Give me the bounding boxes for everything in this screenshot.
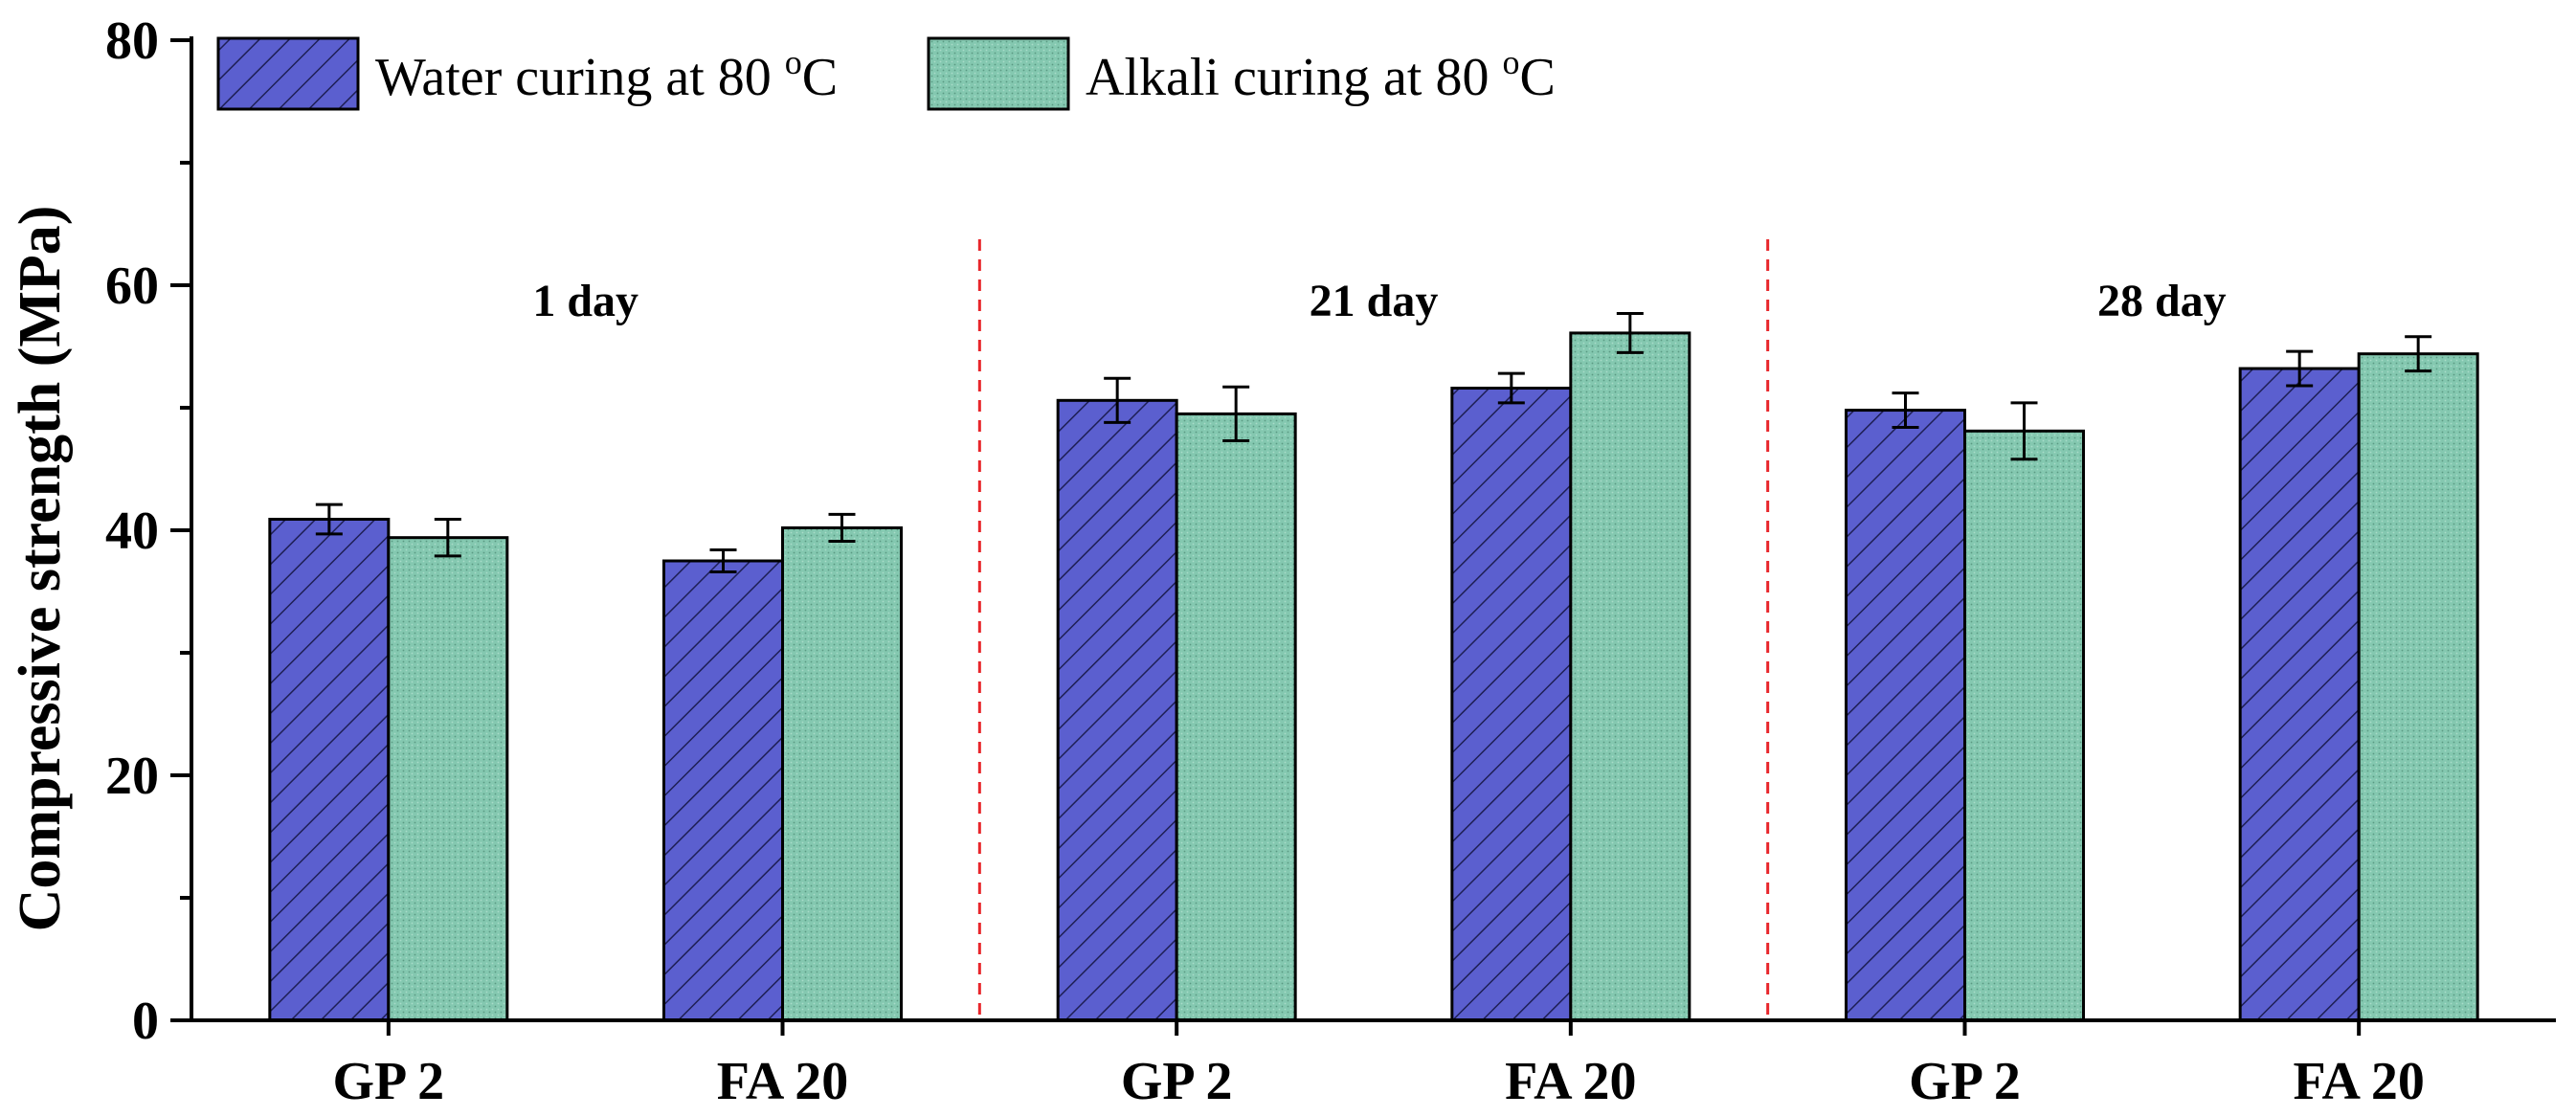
x-tick-label-1: GP 2 — [332, 1052, 444, 1111]
legend-swatch-alkali — [927, 36, 1070, 111]
bar-s1-c4 — [1450, 387, 1573, 1022]
bar-s1-c5 — [1845, 409, 1966, 1022]
x-tick-label-3: GP 2 — [1121, 1052, 1233, 1111]
x-tick-label-4: FA 20 — [1505, 1052, 1636, 1111]
bar-s1-c1 — [268, 517, 391, 1022]
bar-s2-c1 — [387, 536, 509, 1022]
y-tick-label-0: 0 — [132, 992, 159, 1051]
x-tick-label-6: FA 20 — [2293, 1052, 2424, 1111]
legend-swatch-water — [216, 36, 360, 111]
y-tick-label-40: 40 — [105, 502, 159, 561]
x-tick-label-2: FA 20 — [717, 1052, 848, 1111]
group-label-2: 21 day — [1310, 276, 1439, 326]
group-label-3: 28 day — [2097, 276, 2227, 326]
bar-s1-c6 — [2238, 367, 2361, 1022]
group-label-1: 1 day — [532, 276, 638, 326]
legend-label-alkali: Alkali curing at 80 oC — [1086, 43, 1556, 107]
y-tick-label-60: 60 — [105, 257, 159, 316]
plot-area: 1 day 21 day 28 day GP 2 FA 20 GP 2 FA 20 GP 2 F… — [105, 11, 2556, 1111]
legend: Water curing at 80 oC Alkali curing at 8… — [216, 36, 1556, 111]
bar-s2-c2 — [781, 525, 903, 1022]
legend-label-water: Water curing at 80 oC — [375, 43, 838, 107]
bar-s1-c3 — [1056, 398, 1178, 1022]
y-tick-label-20: 20 — [105, 747, 159, 806]
y-axis-title: Compressive strength (MPa) — [8, 206, 73, 932]
bar-s1-c2 — [662, 559, 784, 1022]
bar-s2-c6 — [2357, 352, 2479, 1022]
bar-s2-c4 — [1569, 331, 1691, 1022]
y-tick-label-80: 80 — [105, 11, 159, 71]
bar-s2-c3 — [1175, 412, 1297, 1022]
x-tick-label-5: GP 2 — [1909, 1052, 2021, 1111]
bar-s2-c5 — [1963, 429, 2085, 1022]
